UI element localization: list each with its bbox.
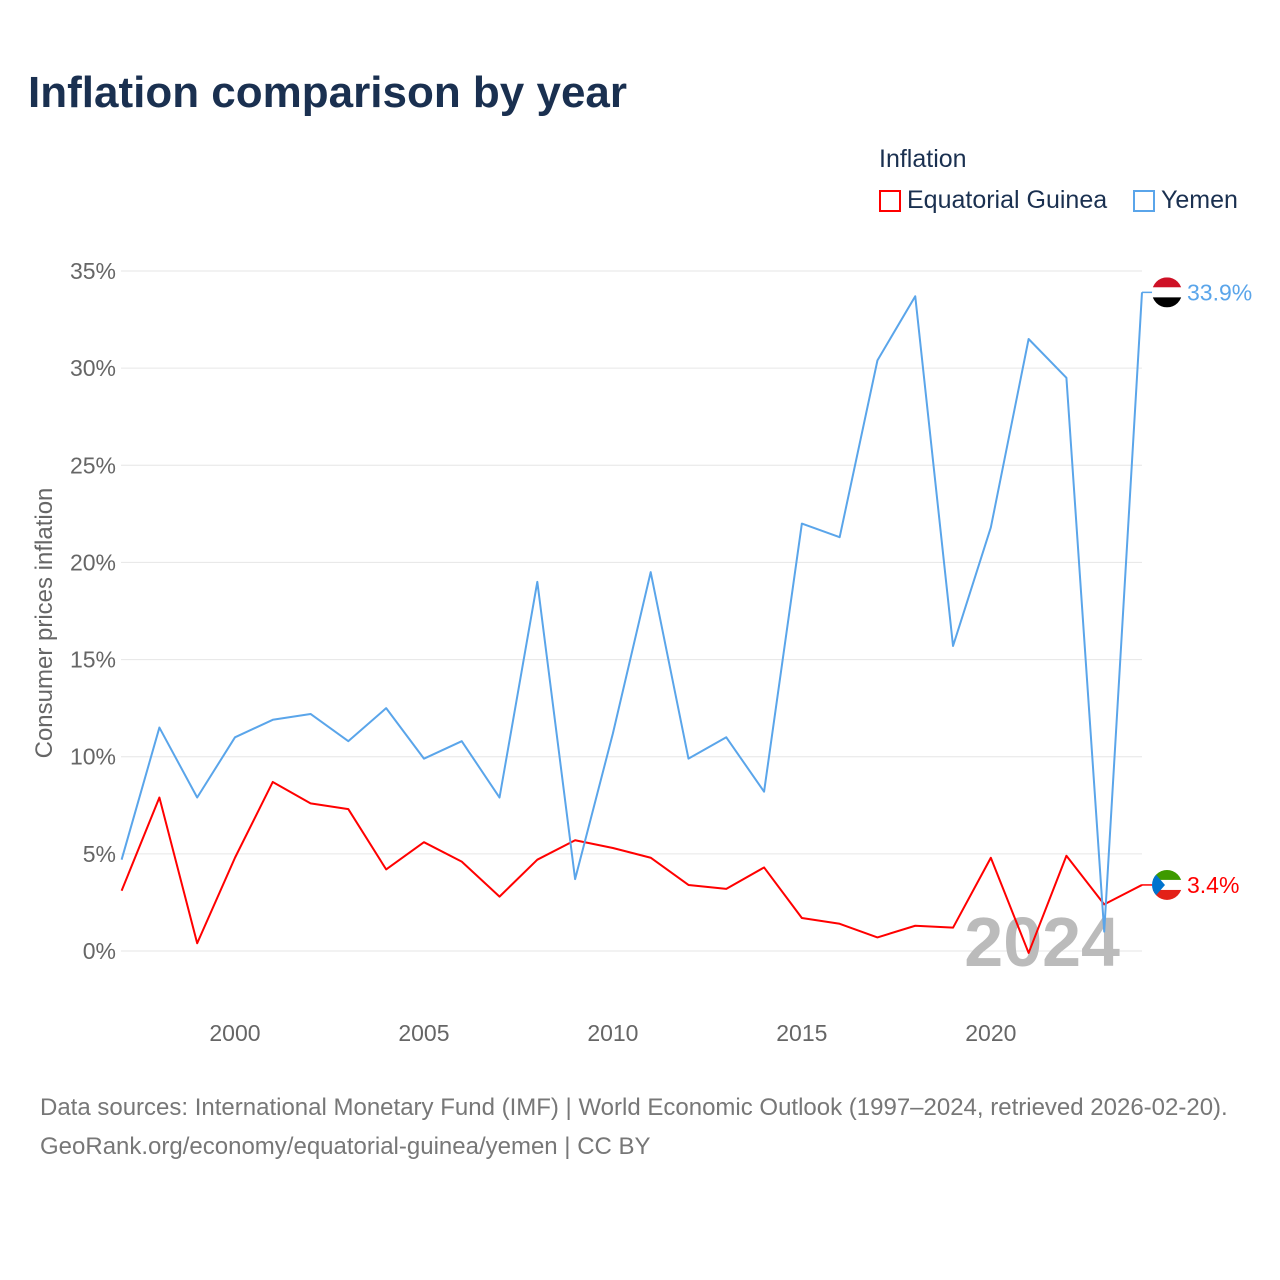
legend-label: Equatorial Guinea (907, 186, 1108, 214)
plot-area: 0% 5% 10% 15% 20% 25% 30% 35% 2000 2005 2010 2015 20… (31, 258, 1252, 1046)
legend-item-equatorial-guinea[interactable]: Equatorial Guinea (879, 186, 1107, 215)
x-tick-label: 2000 (209, 1020, 260, 1046)
equatorial-guinea-flag-icon (1152, 869, 1182, 900)
flag-stripe (1152, 869, 1182, 880)
y-tick-label: 20% (70, 549, 116, 575)
y-axis-label: Consumer prices inflation (31, 488, 58, 759)
flag-body (1152, 869, 1182, 900)
chart-title: Inflation comparison by year (28, 68, 628, 117)
y-tick-label: 35% (70, 258, 116, 284)
year-watermark: 2024 (964, 903, 1120, 981)
y-tick-label: 30% (70, 355, 116, 381)
flag-stripe (1152, 287, 1182, 298)
flag-triangle (1152, 869, 1165, 900)
source-link[interactable]: GeoRank.org/economy/equatorial-guinea/ye… (40, 1133, 651, 1160)
x-tick-label: 2010 (587, 1020, 638, 1046)
flag-stripe (1152, 879, 1182, 890)
x-tick-label: 2020 (965, 1020, 1016, 1046)
series-line-yemen (120, 292, 1143, 933)
x-tick-label: 2005 (398, 1020, 449, 1046)
y-tick-label: 15% (70, 647, 116, 673)
flag-stripe (1152, 277, 1182, 288)
footer: Data sources: International Monetary Fun… (40, 1088, 1250, 1166)
data-sources: Data sources: International Monetary Fun… (40, 1094, 1228, 1121)
flag-stripe (1152, 889, 1182, 900)
series-line-equatorial-guinea (120, 780, 1143, 954)
legend-title: Inflation (879, 145, 967, 173)
end-value-label: 33.9% (1187, 279, 1252, 305)
y-tick-label: 5% (83, 841, 116, 867)
end-value-label: 3.4% (1187, 872, 1239, 898)
y-tick-label: 10% (70, 744, 116, 770)
legend-label: Yemen (1161, 186, 1238, 214)
legend-swatch (879, 189, 901, 212)
legend-item-yemen[interactable]: Yemen (1133, 186, 1238, 215)
flag-body (1152, 277, 1182, 308)
yemen-flag-icon (1152, 277, 1182, 308)
legend-swatch (1133, 189, 1155, 212)
x-tick-label: 2015 (776, 1020, 827, 1046)
flag-stripe (1152, 297, 1182, 308)
y-tick-label: 0% (83, 938, 116, 964)
y-tick-label: 25% (70, 452, 116, 478)
